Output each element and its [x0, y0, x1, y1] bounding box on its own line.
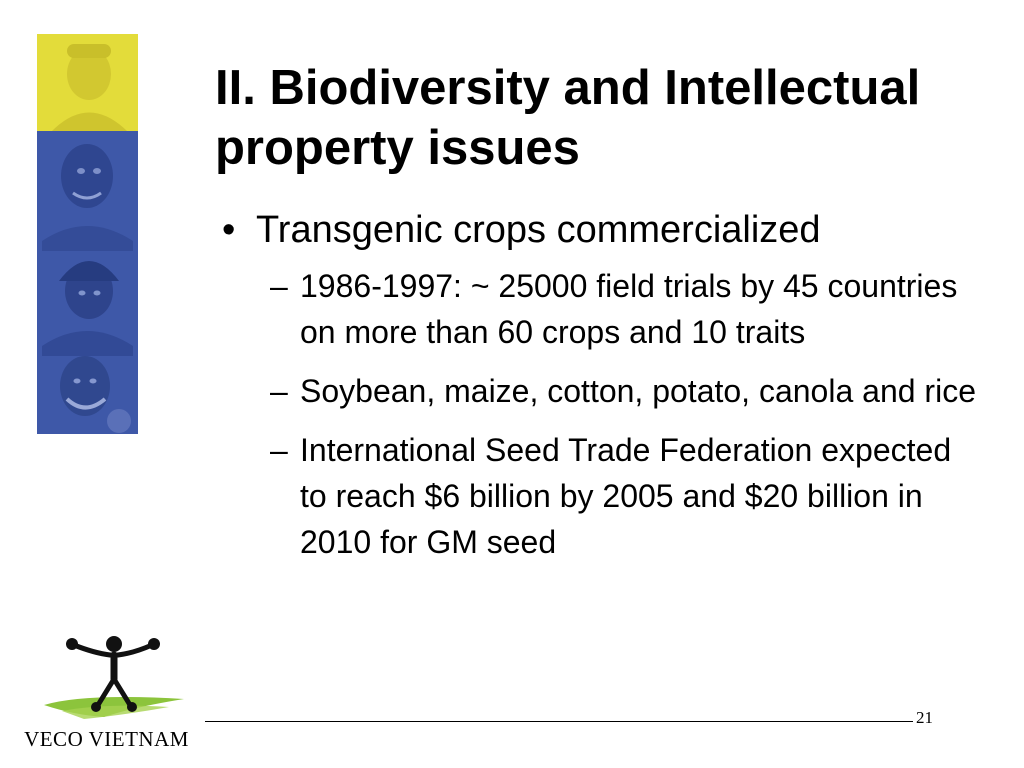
- photo-band-blue: [37, 131, 138, 434]
- photo-strip: [37, 34, 138, 434]
- slide-title: II. Biodiversity and Intellectual proper…: [215, 61, 921, 175]
- person-figure-icon: [44, 636, 184, 719]
- portrait-image: [52, 44, 127, 131]
- photo-band-yellow: [37, 34, 138, 131]
- sub-bullet-seed-trade: International Seed Trade Federation expe…: [218, 427, 978, 565]
- page-number: 21: [916, 708, 933, 727]
- sub-bullet-field-trials: 1986-1997: ~ 25000 field trials by 45 co…: [218, 263, 978, 355]
- footer-divider: [205, 721, 913, 722]
- veco-logo: VECO VIETNAM: [14, 633, 199, 758]
- bullet-transgenic-crops: Transgenic crops commercialized: [218, 205, 978, 255]
- portraits-image: [42, 144, 133, 433]
- slide-content: Transgenic crops commercialized 1986-199…: [218, 205, 978, 578]
- sub-bullet-list: 1986-1997: ~ 25000 field trials by 45 co…: [218, 263, 978, 565]
- sub-bullet-crops: Soybean, maize, cotton, potato, canola a…: [218, 368, 978, 414]
- logo-text: VECO VIETNAM: [24, 727, 189, 751]
